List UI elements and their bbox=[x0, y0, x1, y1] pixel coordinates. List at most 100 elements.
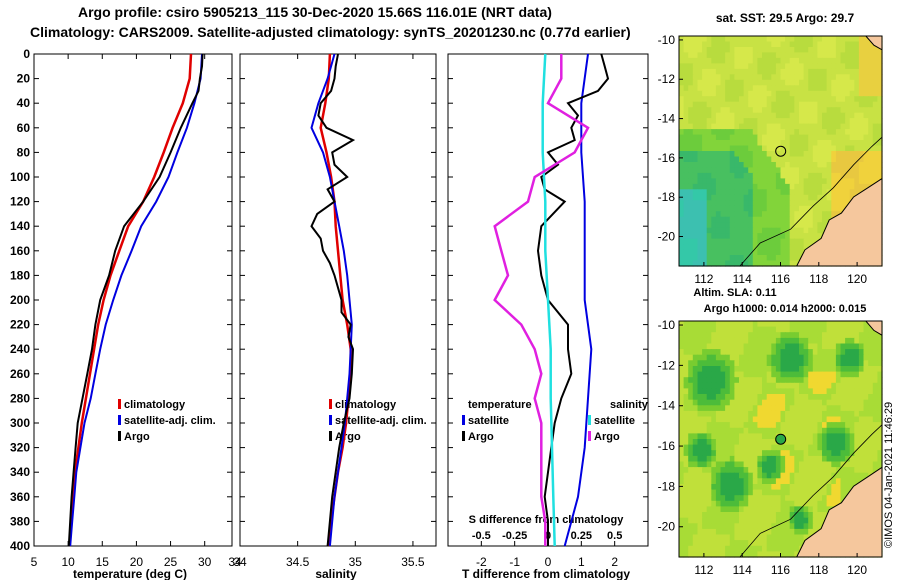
sst-map-cell bbox=[692, 260, 698, 267]
sla-map-cell bbox=[771, 528, 777, 536]
sst-map-cell bbox=[775, 172, 782, 179]
sla-map-cell bbox=[826, 321, 832, 328]
sst-map-cell bbox=[697, 222, 703, 229]
sla-map-cell bbox=[702, 366, 708, 373]
sst-map-cell bbox=[752, 167, 758, 174]
sst-map-cell bbox=[771, 68, 777, 75]
sst-map-cell bbox=[799, 222, 805, 229]
sst-map-cell bbox=[799, 227, 805, 234]
sla-map-cell bbox=[766, 410, 772, 418]
sst-map-cell bbox=[868, 90, 874, 97]
sla-map-cell bbox=[697, 506, 703, 513]
sla-map-cell bbox=[711, 540, 717, 547]
sla-map-cell bbox=[702, 455, 708, 463]
sla-map-cell bbox=[766, 444, 772, 451]
sst-map-cell bbox=[803, 205, 809, 212]
sst-map-x-tick-label: 112 bbox=[694, 272, 713, 286]
sst-map-cell bbox=[762, 112, 768, 119]
sla-map-cell bbox=[757, 534, 763, 541]
sla-map-cell bbox=[711, 337, 717, 345]
sla-map-cell bbox=[812, 377, 818, 384]
sst-map-cell bbox=[720, 107, 726, 114]
sla-map-cell bbox=[780, 343, 786, 350]
sla-map-cell bbox=[720, 461, 726, 468]
sst-map-cell bbox=[771, 41, 777, 48]
sst-map-cell bbox=[872, 129, 878, 136]
sla-map-cell bbox=[697, 478, 703, 485]
sla-map-cell bbox=[799, 399, 805, 406]
sla-map-cell bbox=[863, 461, 869, 468]
sla-map-cell bbox=[739, 382, 745, 389]
sla-map-cell bbox=[711, 410, 717, 418]
sla-map-cell bbox=[877, 371, 883, 378]
sst-map-cell bbox=[715, 41, 722, 48]
sst-map-cell bbox=[683, 216, 689, 223]
sla-map-cell bbox=[845, 444, 851, 451]
sla-map-cell bbox=[794, 450, 800, 457]
x-tick-label: 0 bbox=[545, 555, 552, 569]
sla-map-cell bbox=[845, 354, 851, 361]
sla-map-cell bbox=[799, 422, 805, 429]
sst-map-cell bbox=[835, 151, 842, 158]
sst-map-cell bbox=[812, 227, 818, 234]
sla-map-cell bbox=[766, 461, 772, 468]
sst-map-cell bbox=[748, 134, 754, 141]
sla-map-cell bbox=[752, 326, 758, 333]
sla-map-cell bbox=[711, 399, 717, 406]
sla-map-cell bbox=[858, 354, 865, 361]
sla-map-cell bbox=[734, 354, 740, 361]
sst-map-cell bbox=[711, 216, 717, 223]
sst-map-cell bbox=[789, 255, 795, 262]
sla-map-cell bbox=[752, 439, 758, 446]
sla-map-cell bbox=[748, 427, 754, 434]
sla-map-cell bbox=[817, 439, 823, 446]
sst-map-cell bbox=[794, 36, 800, 43]
sst-map-cell bbox=[799, 249, 805, 256]
sla-map-cell bbox=[835, 360, 842, 367]
sla-map-cell bbox=[692, 461, 698, 468]
sla-map-cell bbox=[702, 478, 708, 485]
sla-map-cell bbox=[817, 349, 823, 356]
sst-map-cell bbox=[720, 79, 726, 86]
sst-map-cell bbox=[725, 36, 731, 43]
sst-map-cell bbox=[803, 189, 809, 196]
sst-map-cell bbox=[877, 162, 883, 169]
sla-map-cell bbox=[812, 450, 818, 457]
legend-swatch-s-satellite bbox=[588, 415, 591, 425]
sla-map-cell bbox=[720, 416, 726, 423]
sla-map-cell bbox=[706, 422, 712, 429]
sst-map-cell bbox=[771, 222, 777, 229]
sla-map-cell bbox=[799, 455, 805, 463]
sst-map-cell bbox=[822, 36, 828, 43]
sla-map-cell bbox=[683, 444, 689, 451]
sst-map-cell bbox=[720, 145, 726, 152]
sla-map-cell bbox=[822, 478, 828, 485]
sst-map-cell bbox=[799, 238, 805, 245]
sla-map-cell bbox=[789, 388, 795, 395]
sst-map-cell bbox=[748, 36, 754, 43]
sst-map-cell bbox=[706, 118, 712, 125]
sst-map-cell bbox=[849, 183, 855, 190]
sst-map-cell bbox=[766, 123, 772, 130]
sla-map-cell bbox=[688, 500, 694, 507]
sla-map-cell bbox=[789, 349, 795, 356]
sla-map-cell bbox=[766, 321, 772, 328]
sst-map-cell bbox=[826, 96, 832, 103]
sst-map-cell bbox=[794, 244, 800, 251]
sla-map-cell bbox=[868, 360, 874, 367]
sla-map-cell bbox=[808, 512, 814, 519]
sla-map-cell bbox=[799, 416, 805, 423]
sla-map-cell bbox=[831, 478, 837, 485]
sla-map-cell bbox=[808, 439, 814, 446]
sla-map-cell bbox=[854, 433, 860, 440]
sla-map-cell bbox=[803, 388, 809, 395]
top-tick-label: -0.25 bbox=[502, 530, 527, 542]
sst-map-cell bbox=[808, 79, 814, 86]
sst-map-cell bbox=[863, 145, 869, 152]
sst-map-cell bbox=[826, 52, 832, 59]
sst-map-cell bbox=[757, 140, 763, 147]
sst-map-cell bbox=[748, 200, 754, 207]
sst-map-cell bbox=[845, 194, 851, 201]
sst-map-cell bbox=[775, 178, 782, 185]
sla-map-cell bbox=[872, 399, 878, 406]
